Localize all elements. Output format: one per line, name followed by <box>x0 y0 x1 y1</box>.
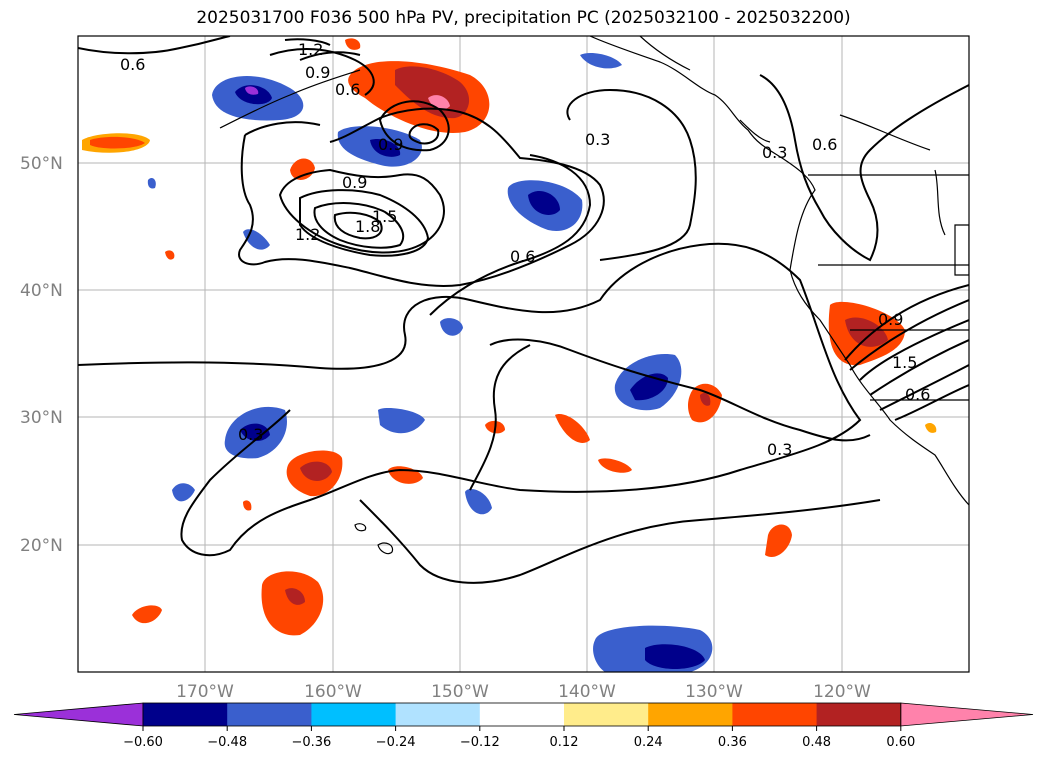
colorbar-outline <box>142 702 902 727</box>
contour-label: 1.5 <box>892 353 917 372</box>
lat-label: 30°N <box>20 408 63 428</box>
colorbar-tick-label: −0.60 <box>123 735 163 750</box>
contour-label: 0.9 <box>378 135 403 154</box>
lat-label: 40°N <box>20 281 63 301</box>
contour-label: 0.9 <box>878 310 903 329</box>
lat-label: 20°N <box>20 536 63 556</box>
map-border <box>77 35 970 673</box>
colorbar-min-extend <box>13 702 144 727</box>
lon-label: 130°W <box>685 682 743 702</box>
map-title: 2025031700 F036 500 hPa PV, precipitatio… <box>196 8 851 28</box>
colorbar-tick-label: −0.36 <box>291 735 331 750</box>
pv-contours <box>78 36 969 584</box>
colorbar-tick-label: 0.24 <box>634 735 663 750</box>
colorbar-tick-label: −0.48 <box>207 735 247 750</box>
colorbar-segment <box>395 703 481 726</box>
colorbar-segment <box>311 703 397 726</box>
colorbar-tick-label: 0.60 <box>886 735 915 750</box>
colorbar-segment <box>479 703 565 726</box>
colorbar-max-extend <box>900 702 1034 727</box>
lon-label: 160°W <box>304 682 362 702</box>
contour-label: 1.2 <box>295 225 320 244</box>
colorbar-tick-label: 0.36 <box>718 735 747 750</box>
contour-label: 0.9 <box>342 173 367 192</box>
contour-label: 1.2 <box>298 40 323 59</box>
contour-label: 0.3 <box>238 425 263 444</box>
map-area <box>78 36 969 672</box>
lon-label: 120°W <box>813 682 871 702</box>
contour-label: 0.3 <box>585 130 610 149</box>
colorbar-segment <box>143 703 228 726</box>
lon-label: 140°W <box>558 682 616 702</box>
colorbar-tick-label: −0.12 <box>460 735 500 750</box>
contour-label: 0.6 <box>812 135 837 154</box>
coastlines <box>219 36 969 555</box>
colorbar-segment <box>564 703 649 726</box>
contour-label: 1.8 <box>355 217 380 236</box>
contour-label: 0.6 <box>120 55 145 74</box>
contour-label: 0.6 <box>510 247 535 266</box>
colorbar-tick-label: −0.24 <box>376 735 416 750</box>
contour-label: 1.5 <box>372 207 397 226</box>
contour-label: 0.6 <box>335 80 360 99</box>
precip-anomaly-shading <box>82 38 937 672</box>
contour-label: 0.6 <box>905 385 930 404</box>
lat-label: 50°N <box>20 154 63 174</box>
colorbar-segment <box>648 703 733 726</box>
longitude-labels: 170°W 160°W 150°W 140°W 130°W 120°W <box>176 682 871 702</box>
colorbar-segment <box>816 703 902 726</box>
colorbar-segment <box>227 703 312 726</box>
contour-labels: 0.6 1.2 0.9 0.6 0.9 0.9 1.5 1.8 1.2 0.6 … <box>120 40 930 459</box>
colorbar-tick-label: 0.12 <box>550 735 579 750</box>
contour-label: 0.9 <box>305 63 330 82</box>
colorbar-tick-label: 0.48 <box>802 735 831 750</box>
lon-label: 150°W <box>431 682 489 702</box>
lon-label: 170°W <box>176 682 234 702</box>
colorbar: −0.60 −0.48 −0.36 −0.24 −0.12 0.12 0.24 0.36 0.4… <box>13 702 1034 750</box>
colorbar-segment <box>732 703 818 726</box>
contour-label: 0.3 <box>762 143 787 162</box>
latitude-labels: 50°N 40°N 30°N 20°N <box>20 154 63 556</box>
contour-label: 0.3 <box>767 440 792 459</box>
